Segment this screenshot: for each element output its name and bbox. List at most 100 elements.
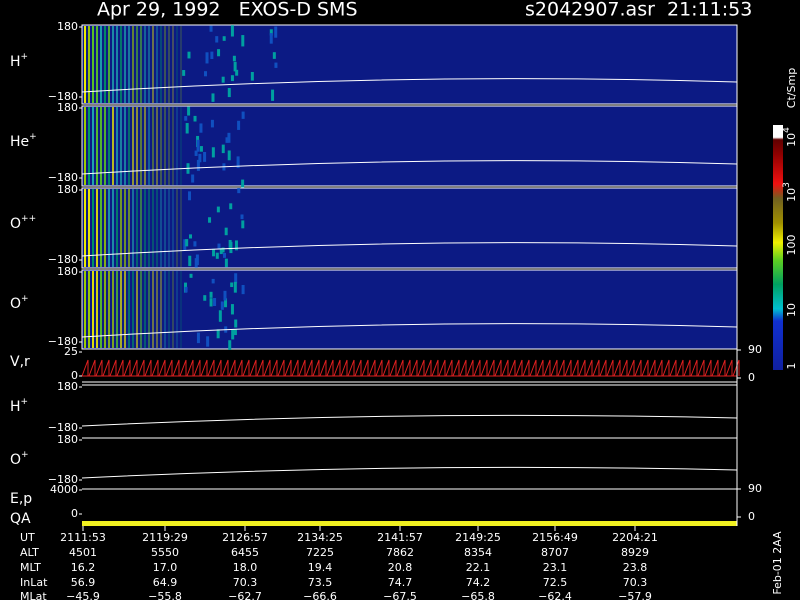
spectrogram-patch — [230, 25, 234, 37]
row-name: MLat — [20, 590, 47, 600]
trace — [81, 242, 738, 257]
spectrogram-patch — [187, 51, 191, 59]
spectrogram-patch — [211, 147, 215, 158]
spectrogram-stripe — [84, 26, 86, 103]
spectrogram-stripe — [152, 189, 154, 267]
spectrogram-patch — [216, 206, 220, 213]
spectrogram-patch — [224, 227, 228, 236]
panel-label-base: V,r — [10, 354, 30, 370]
row-value: 17.0 — [153, 561, 178, 574]
row-name: InLat — [20, 576, 48, 589]
row-value: 2126:57 — [222, 531, 268, 544]
colorbar-tick-label: 100 — [785, 235, 798, 256]
spectrogram-patch — [227, 132, 231, 143]
y-tick-label: 180 — [57, 433, 78, 446]
spectrogram-patch — [215, 36, 219, 43]
panel-label: O+ — [10, 450, 29, 469]
spectrogram-stripe — [104, 107, 106, 185]
spectrogram-patch — [221, 76, 225, 83]
panel-label-base: H — [10, 399, 21, 415]
panel-label: H+ — [10, 397, 28, 416]
colorbar-tick-label-sup: 4 — [782, 127, 792, 133]
row-name: UT — [20, 531, 35, 544]
panel-label-sup: + — [21, 450, 29, 460]
row-value: 8354 — [464, 546, 492, 559]
spectrogram-stripe — [104, 189, 106, 267]
footer-note: Feb-01 2AA — [771, 531, 784, 595]
row-value: −62.4 — [538, 590, 572, 600]
spectrogram-stripe — [172, 26, 174, 103]
spectrogram-patch — [182, 70, 186, 76]
spectrogram-stripe — [172, 271, 174, 348]
row-value: 64.9 — [153, 576, 178, 589]
row-value: 2119:29 — [142, 531, 188, 544]
spectrogram-stripe — [180, 189, 182, 267]
spectrogram-patch — [212, 248, 216, 257]
row-value: 2134:25 — [297, 531, 343, 544]
panel-label-base: He — [10, 134, 29, 150]
colorbar-tick-label: 103 — [782, 182, 799, 202]
spectrogram-stripe — [92, 107, 94, 185]
y-tick-label: 180 — [57, 101, 78, 114]
spectrogram-stripe — [100, 107, 102, 185]
spectrogram-patch — [210, 51, 214, 59]
spectrogram-stripe — [96, 189, 98, 267]
spectrogram-stripe — [140, 189, 142, 267]
spectrogram-patch — [224, 258, 228, 268]
y-tick-label: 180 — [57, 183, 78, 196]
spectrogram-stripe — [120, 107, 122, 185]
row-value: 70.3 — [233, 576, 258, 589]
colorbar-tick-label-base: 10 — [785, 303, 798, 317]
spectrogram-stripe — [104, 271, 106, 348]
spectrogram-patch — [184, 286, 188, 293]
spectrogram-patch — [230, 282, 234, 288]
colorbar-tick-label-sup: 3 — [782, 182, 792, 188]
y-tick-label: 180 — [57, 380, 78, 393]
spectrogram-patch — [191, 174, 195, 183]
spectrogram-stripe — [144, 271, 146, 348]
spectrogram-stripe — [120, 26, 122, 103]
spectrogram-patch — [196, 139, 200, 152]
right-tick-label: 90 — [748, 343, 762, 356]
panel-label: H+ — [10, 52, 28, 71]
spectrogram-stripe — [88, 189, 90, 267]
spectrogram-stripe — [112, 271, 114, 348]
spectrogram-stripe — [136, 26, 138, 103]
spectrogram-stripe — [112, 26, 114, 103]
spectrogram-patch — [220, 301, 224, 310]
spectrogram-stripe — [164, 107, 166, 185]
row-value: 7225 — [306, 546, 334, 559]
y-tick-label: 180 — [57, 265, 78, 278]
spectrogram-patch — [211, 278, 215, 284]
spectrogram-stripe — [100, 26, 102, 103]
right-tick-label: 0 — [748, 371, 755, 384]
spectrogram-stripe — [180, 107, 182, 185]
spectrogram-patch — [241, 285, 245, 295]
row-value: 6455 — [231, 546, 259, 559]
spectrogram-patch — [215, 252, 219, 259]
spectrogram-stripe — [136, 107, 138, 185]
spectrogram-stripe — [172, 189, 174, 267]
spectrogram-patch — [196, 332, 200, 344]
spectrogram-stripe — [100, 189, 102, 267]
y-tick-label: 0 — [71, 369, 78, 382]
spectrogram — [81, 105, 738, 187]
row-value: 7862 — [386, 546, 414, 559]
spectrogram-patch — [230, 304, 234, 315]
spectrogram-patch — [187, 106, 191, 116]
colorbar-tick-label-base: 10 — [785, 188, 798, 202]
row-value: 2149:25 — [455, 531, 501, 544]
file-label: s2042907.asr 21:11:53 — [525, 0, 752, 21]
spectrogram-patch — [230, 75, 234, 82]
spectrogram-patch — [231, 329, 235, 340]
spectrogram-stripe — [108, 189, 110, 267]
spectrogram-patch — [233, 61, 237, 72]
spectrogram-patch — [188, 191, 192, 201]
spectrogram-patch — [185, 239, 189, 247]
row-value: 8929 — [621, 546, 649, 559]
row-name: ALT — [20, 546, 39, 559]
spectrogram-patch — [233, 329, 237, 336]
spectrogram-patch — [194, 150, 198, 156]
spectrogram-patch — [234, 319, 238, 328]
row-name: MLT — [20, 561, 41, 574]
